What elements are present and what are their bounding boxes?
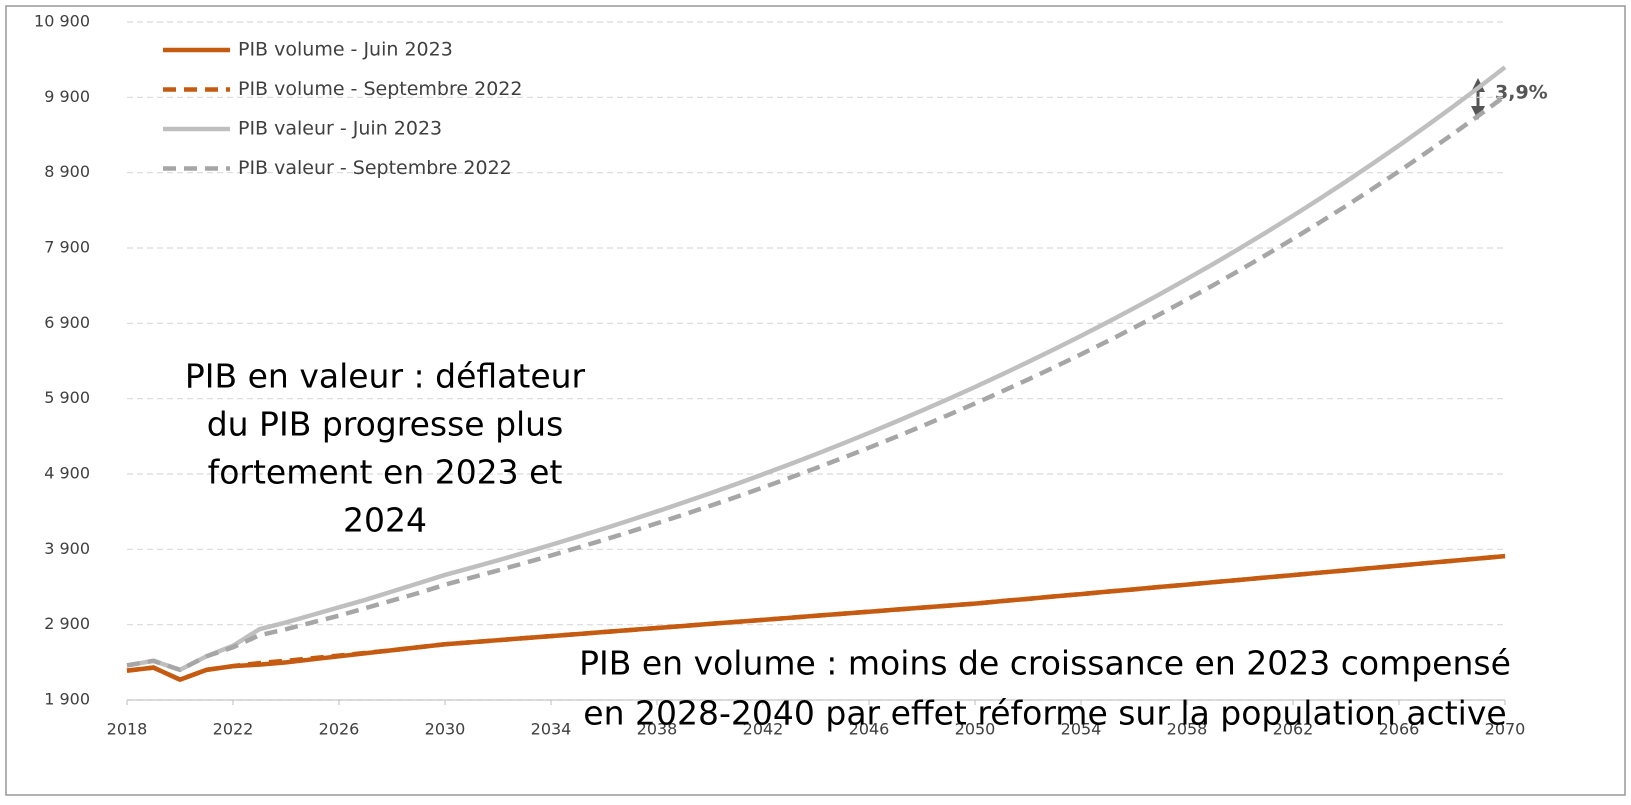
annotation: du PIB progresse plus bbox=[207, 405, 564, 444]
annotation: en 2028-2040 par effet réforme sur la po… bbox=[583, 694, 1506, 733]
y-tick-label: 4 900 bbox=[44, 464, 90, 483]
legend-label: PIB valeur - Septembre 2022 bbox=[238, 157, 512, 179]
x-tick-label: 2066 bbox=[1379, 720, 1420, 739]
x-tick-label: 2050 bbox=[955, 720, 996, 739]
legend-label: PIB volume - Septembre 2022 bbox=[238, 78, 522, 100]
annotation: PIB en valeur : déflateur bbox=[185, 357, 586, 396]
y-tick-label: 9 900 bbox=[44, 87, 90, 106]
x-tick-label: 2054 bbox=[1061, 720, 1102, 739]
x-tick-label: 2046 bbox=[849, 720, 890, 739]
x-tick-label: 2042 bbox=[743, 720, 784, 739]
y-tick-label: 2 900 bbox=[44, 614, 90, 633]
x-tick-label: 2038 bbox=[637, 720, 678, 739]
y-tick-label: 8 900 bbox=[44, 162, 90, 181]
x-tick-label: 2034 bbox=[531, 720, 572, 739]
annotation: 2024 bbox=[343, 501, 427, 540]
series-line bbox=[126, 553, 1506, 683]
annotation: PIB en volume : moins de croissance en 2… bbox=[579, 644, 1511, 683]
y-tick-label: 6 900 bbox=[44, 313, 90, 332]
x-tick-label: 2018 bbox=[107, 720, 148, 739]
x-tick-label: 2058 bbox=[1167, 720, 1208, 739]
y-tick-label: 5 900 bbox=[44, 388, 90, 407]
x-tick-label: 2062 bbox=[1273, 720, 1314, 739]
annotation: fortement en 2023 et bbox=[208, 453, 563, 492]
y-tick-label: 3 900 bbox=[44, 539, 90, 558]
gap-label: 3,9% bbox=[1495, 82, 1548, 104]
series-line bbox=[126, 65, 1507, 673]
y-tick-label: 1 900 bbox=[44, 690, 90, 709]
series-line bbox=[126, 94, 1507, 673]
legend-label: PIB valeur - Juin 2023 bbox=[238, 118, 442, 140]
x-tick-label: 2022 bbox=[213, 720, 254, 739]
legend-label: PIB volume - Juin 2023 bbox=[238, 39, 453, 61]
x-tick-label: 2070 bbox=[1485, 720, 1526, 739]
x-tick-label: 2026 bbox=[319, 720, 360, 739]
gap-arrow-head bbox=[1471, 106, 1485, 120]
y-tick-label: 10 900 bbox=[34, 12, 90, 31]
y-tick-label: 7 900 bbox=[44, 238, 90, 257]
x-tick-label: 2030 bbox=[425, 720, 466, 739]
